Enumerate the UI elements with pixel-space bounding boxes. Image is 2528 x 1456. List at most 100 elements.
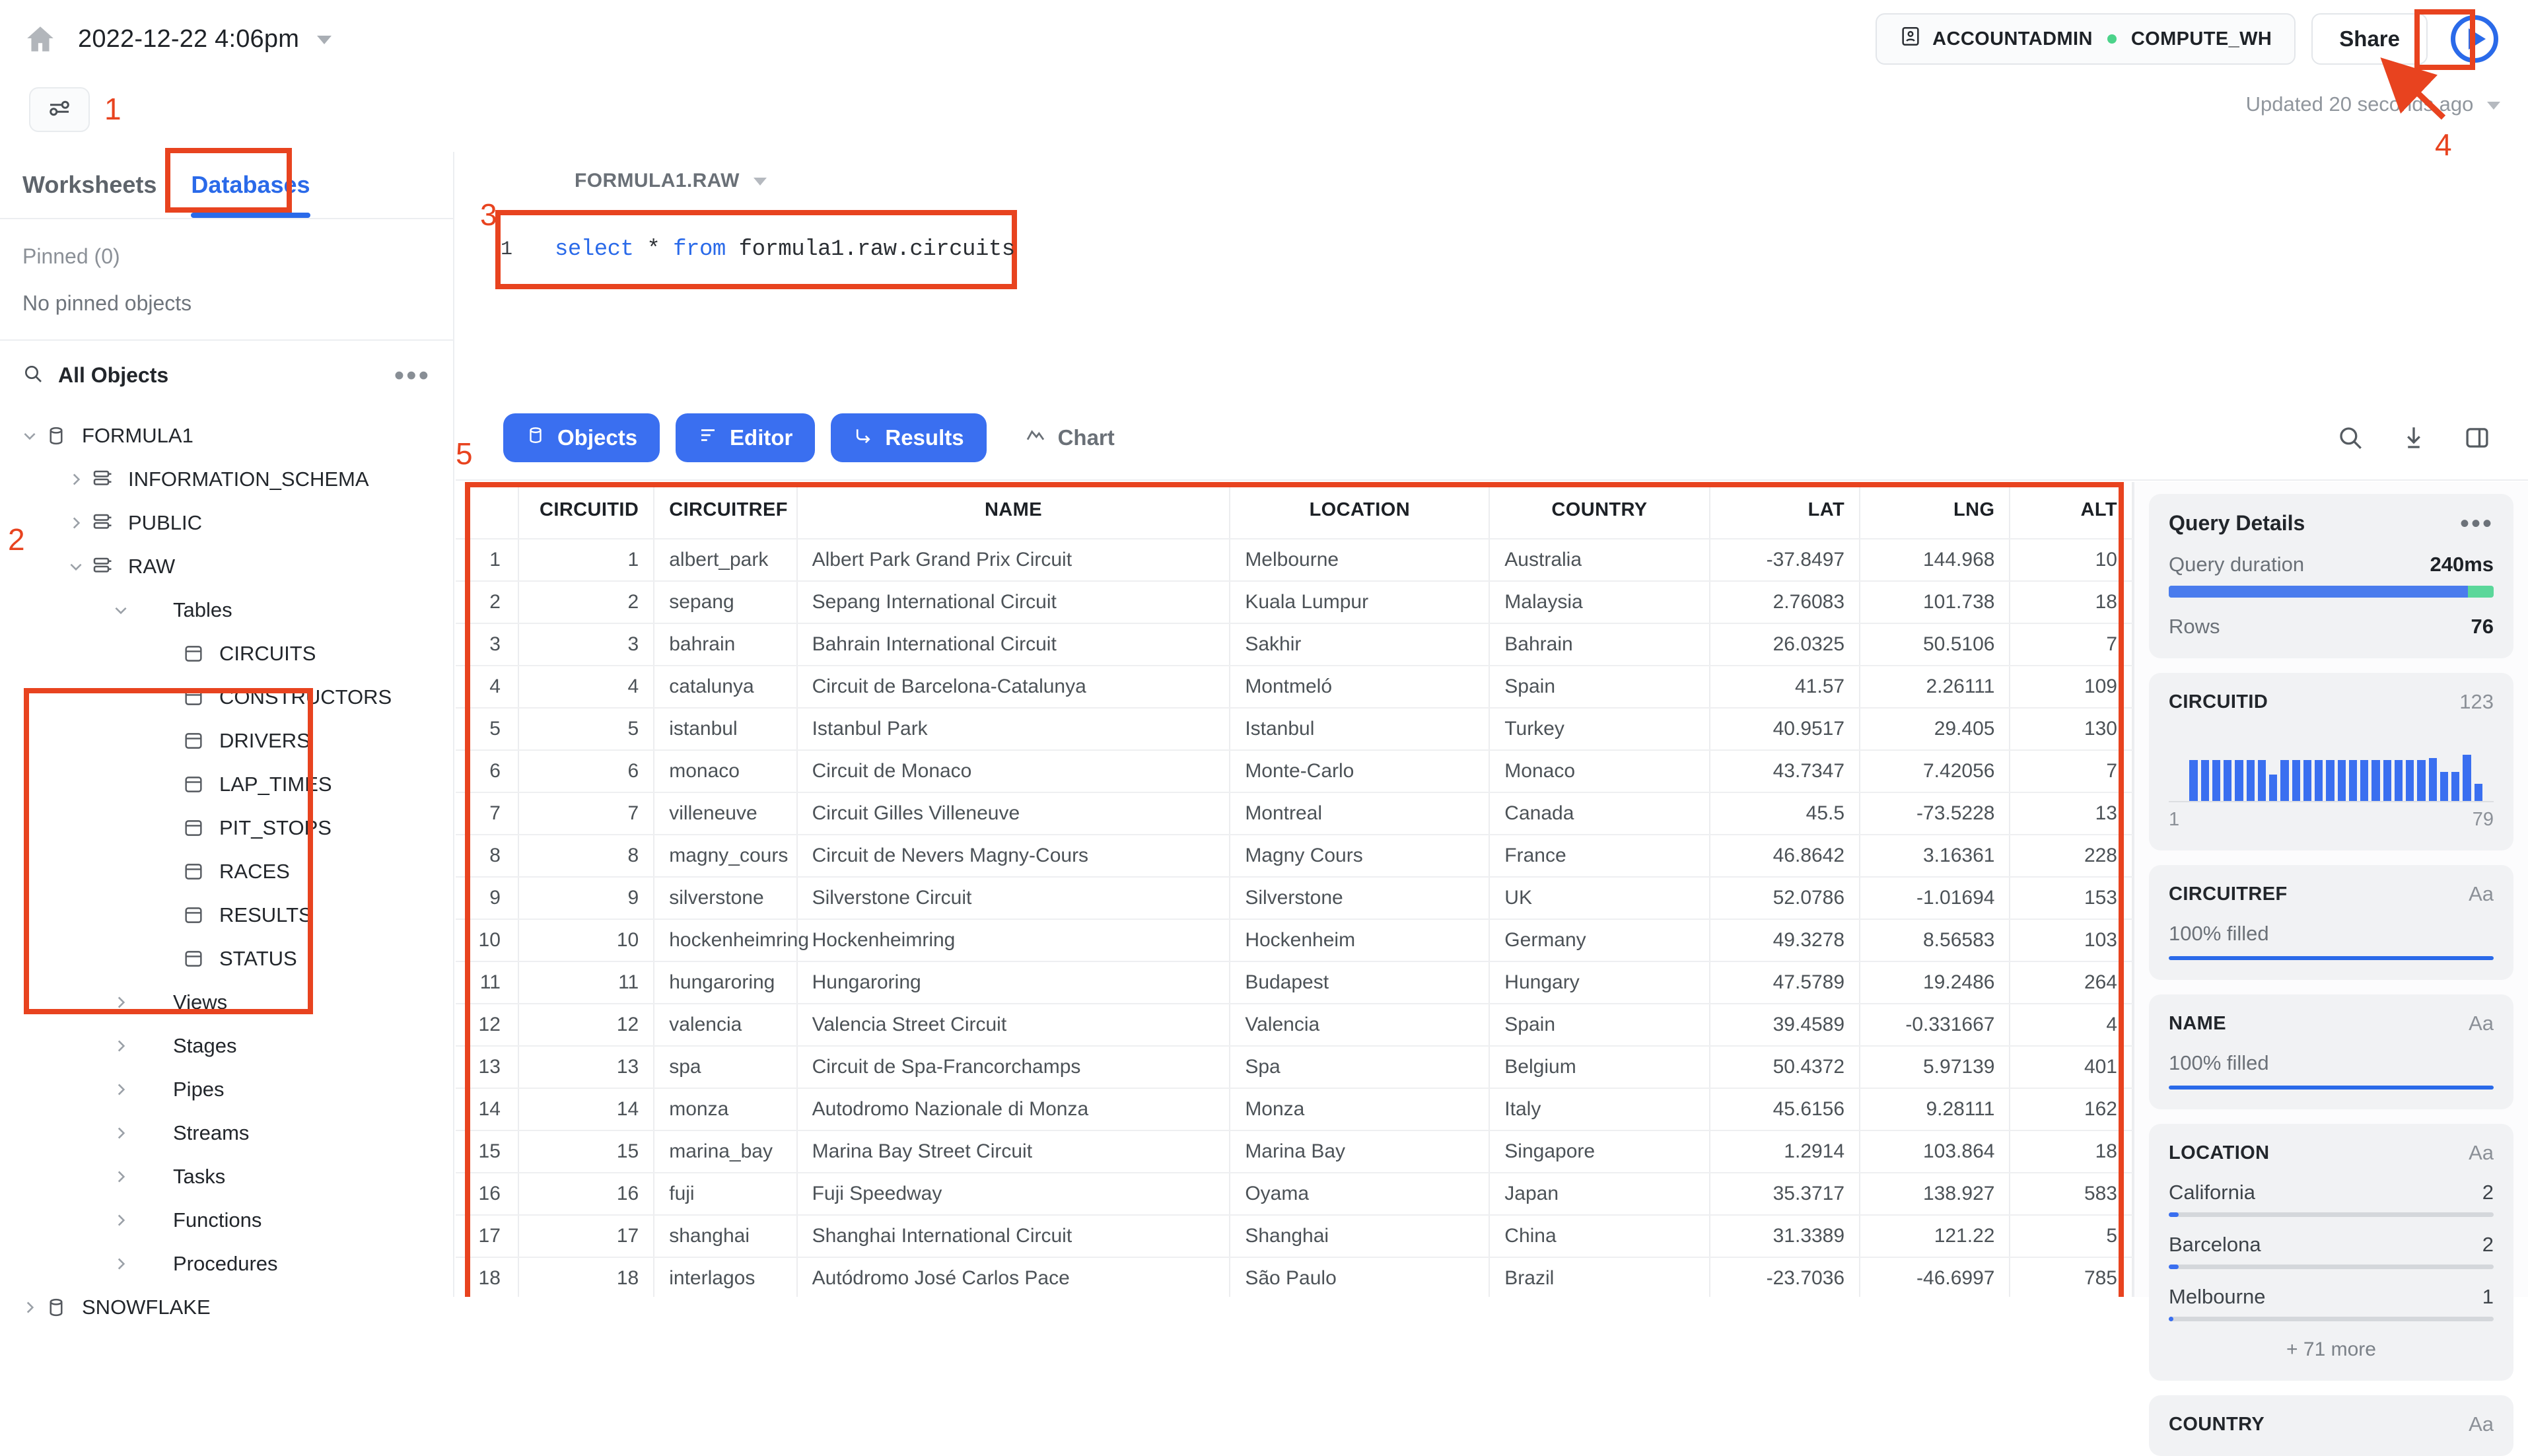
cell-alt[interactable]: 10 [2010, 539, 2132, 581]
cell-country[interactable]: Hungary [1489, 961, 1709, 1004]
cell-circuitid[interactable]: 9 [518, 877, 654, 919]
cell-lat[interactable]: 40.9517 [1710, 708, 1860, 750]
tree-item-functions[interactable]: Functions [0, 1198, 453, 1242]
cell-location[interactable]: Shanghai [1230, 1215, 1489, 1257]
cell-lng[interactable]: 101.738 [1860, 581, 2010, 623]
cell-country[interactable]: China [1489, 1215, 1709, 1257]
cell-lat[interactable]: 50.4372 [1710, 1046, 1860, 1088]
column-header-country[interactable]: COUNTRY [1489, 482, 1709, 539]
cell-country[interactable]: Canada [1489, 792, 1709, 835]
cell-circuitref[interactable]: sepang [654, 581, 796, 623]
all-objects-row[interactable]: All Objects ••• [0, 341, 453, 410]
cell-lat[interactable]: 52.0786 [1710, 877, 1860, 919]
cell-name[interactable]: Autódromo José Carlos Pace [797, 1257, 1230, 1297]
chevron-right-icon[interactable] [110, 1168, 132, 1185]
cell-circuitid[interactable]: 5 [518, 708, 654, 750]
tree-item-drivers[interactable]: DRIVERS [0, 719, 453, 763]
cell-alt[interactable]: 109 [2010, 666, 2132, 708]
cell-alt[interactable]: 18 [2010, 581, 2132, 623]
cell-circuitref[interactable]: villeneuve [654, 792, 796, 835]
role-warehouse-pill[interactable]: ACCOUNTADMIN COMPUTE_WH [1876, 13, 2296, 65]
cell-circuitid[interactable]: 2 [518, 581, 654, 623]
cell-country[interactable]: Germany [1489, 919, 1709, 961]
cell-location[interactable]: Hockenheim [1230, 919, 1489, 961]
cell-alt[interactable]: 228 [2010, 835, 2132, 877]
cell-circuitid[interactable]: 11 [518, 961, 654, 1004]
cell-circuitref[interactable]: bahrain [654, 623, 796, 666]
cell-alt[interactable]: 401 [2010, 1046, 2132, 1088]
cell-name[interactable]: Bahrain International Circuit [797, 623, 1230, 666]
sql-editor[interactable]: 1 select * from formula1.raw.circuits [495, 210, 1017, 289]
cell-lng[interactable]: 19.2486 [1860, 961, 2010, 1004]
cell-alt[interactable]: 583 [2010, 1173, 2132, 1215]
cell-alt[interactable]: 162 [2010, 1088, 2132, 1130]
results-table-area[interactable]: CIRCUITID CIRCUITREF NAME LOCATION COUNT… [456, 482, 2133, 1297]
chip-objects[interactable]: Objects [503, 413, 660, 462]
chevron-right-icon[interactable] [65, 471, 87, 488]
cell-country[interactable]: Japan [1489, 1173, 1709, 1215]
column-header-alt[interactable]: ALT [2010, 482, 2132, 539]
cell-lng[interactable]: 7.42056 [1860, 750, 2010, 792]
cell-lat[interactable]: 46.8642 [1710, 835, 1860, 877]
cell-country[interactable]: Singapore [1489, 1130, 1709, 1173]
cell-circuitref[interactable]: catalunya [654, 666, 796, 708]
column-header-lng[interactable]: LNG [1860, 482, 2010, 539]
cell-circuitref[interactable]: magny_cours [654, 835, 796, 877]
cell-location[interactable]: Silverstone [1230, 877, 1489, 919]
cell-circuitid[interactable]: 13 [518, 1046, 654, 1088]
cell-lng[interactable]: 144.968 [1860, 539, 2010, 581]
cell-name[interactable]: Silverstone Circuit [797, 877, 1230, 919]
chevron-down-icon[interactable] [110, 602, 132, 619]
tree-item-constructors[interactable]: CONSTRUCTORS [0, 676, 453, 719]
cell-country[interactable]: UK [1489, 877, 1709, 919]
cell-lat[interactable]: 2.76083 [1710, 581, 1860, 623]
cell-name[interactable]: Circuit de Spa-Francorchamps [797, 1046, 1230, 1088]
cell-name[interactable]: Valencia Street Circuit [797, 1004, 1230, 1046]
cell-circuitref[interactable]: marina_bay [654, 1130, 796, 1173]
cell-name[interactable]: Hungaroring [797, 961, 1230, 1004]
cell-lat[interactable]: 45.5 [1710, 792, 1860, 835]
chevron-down-icon[interactable] [65, 558, 87, 575]
cell-country[interactable]: Spain [1489, 666, 1709, 708]
tree-item-status[interactable]: STATUS [0, 937, 453, 981]
cell-circuitid[interactable]: 10 [518, 919, 654, 961]
cell-name[interactable]: Shanghai International Circuit [797, 1215, 1230, 1257]
chevron-down-icon[interactable] [18, 427, 41, 444]
cell-alt[interactable]: 130 [2010, 708, 2132, 750]
column-header-lat[interactable]: LAT [1710, 482, 1860, 539]
cell-lat[interactable]: 47.5789 [1710, 961, 1860, 1004]
cell-name[interactable]: Circuit Gilles Villeneuve [797, 792, 1230, 835]
cell-country[interactable]: Spain [1489, 1004, 1709, 1046]
cell-alt[interactable]: 785 [2010, 1257, 2132, 1297]
cell-lat[interactable]: -37.8497 [1710, 539, 1860, 581]
cell-location[interactable]: Marina Bay [1230, 1130, 1489, 1173]
cell-country[interactable]: Italy [1489, 1088, 1709, 1130]
cell-lat[interactable]: 39.4589 [1710, 1004, 1860, 1046]
cell-name[interactable]: Circuit de Barcelona-Catalunya [797, 666, 1230, 708]
cell-circuitid[interactable]: 8 [518, 835, 654, 877]
column-header-circuitid[interactable]: CIRCUITID [518, 482, 654, 539]
cell-alt[interactable]: 7 [2010, 623, 2132, 666]
tab-worksheets[interactable]: Worksheets [22, 152, 157, 218]
cell-lng[interactable]: 3.16361 [1860, 835, 2010, 877]
ellipsis-icon[interactable]: ••• [2460, 519, 2494, 528]
stat-more-link[interactable]: + 71 more [2169, 1338, 2494, 1361]
cell-circuitref[interactable]: albert_park [654, 539, 796, 581]
tree-item-pit-stops[interactable]: PIT_STOPS [0, 806, 453, 850]
cell-name[interactable]: Hockenheimring [797, 919, 1230, 961]
cell-circuitref[interactable]: hockenheimring [654, 919, 796, 961]
cell-name[interactable]: Sepang International Circuit [797, 581, 1230, 623]
chevron-right-icon[interactable] [110, 1255, 132, 1272]
cell-lng[interactable]: 138.927 [1860, 1173, 2010, 1215]
worksheet-settings-button[interactable] [29, 87, 90, 132]
cell-lng[interactable]: 2.26111 [1860, 666, 2010, 708]
cell-location[interactable]: Kuala Lumpur [1230, 581, 1489, 623]
